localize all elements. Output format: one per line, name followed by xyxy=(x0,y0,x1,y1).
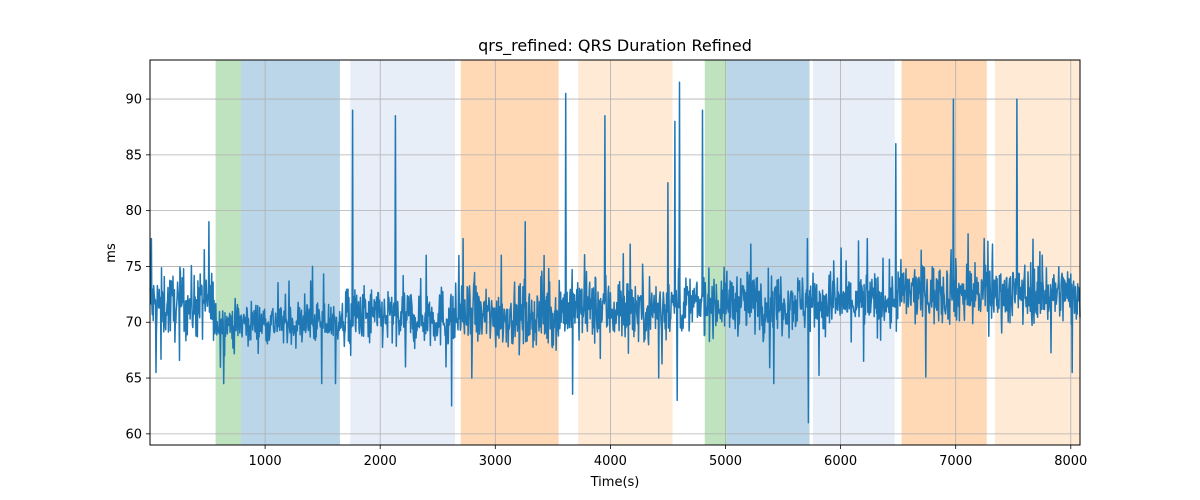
x-axis-label: Time(s) xyxy=(590,475,640,490)
y-tick-label: 70 xyxy=(125,316,142,331)
y-tick-label: 75 xyxy=(125,260,142,275)
shaded-region-green xyxy=(215,60,241,445)
shaded-region-blue xyxy=(726,60,810,445)
qrs-series-line xyxy=(149,81,1081,424)
shaded-region-lightorange xyxy=(994,60,1080,445)
chart-title: qrs_refined: QRS Duration Refined xyxy=(478,36,752,56)
y-tick-label: 85 xyxy=(125,148,142,163)
shaded-region-orange xyxy=(460,60,559,445)
x-tick-label: 3000 xyxy=(479,454,512,469)
y-tick-label: 80 xyxy=(125,204,142,219)
x-tick-label: 7000 xyxy=(939,454,972,469)
shaded-regions xyxy=(215,60,1080,445)
x-tick-label: 8000 xyxy=(1054,454,1087,469)
shaded-region-lightblue xyxy=(812,60,895,445)
y-axis-label: ms xyxy=(104,243,119,263)
shaded-region-orange xyxy=(901,60,987,445)
y-tick-label: 90 xyxy=(125,93,142,108)
x-tick-label: 6000 xyxy=(824,454,857,469)
plot-frame xyxy=(149,59,1081,446)
shaded-region-blue xyxy=(240,60,340,445)
series-line xyxy=(149,81,1081,424)
axis-ticks: 1000 2000 3000 4000 5000 6000 7000 8000 60 65 70 75… xyxy=(125,93,1087,469)
x-tick-label: 5000 xyxy=(709,454,742,469)
y-tick-label: 60 xyxy=(125,427,142,442)
y-tick-label: 65 xyxy=(125,372,142,387)
x-tick-label: 2000 xyxy=(364,454,397,469)
x-tick-label: 4000 xyxy=(594,454,627,469)
shaded-region-lightblue xyxy=(350,60,456,445)
shaded-region-lightorange xyxy=(578,60,673,445)
shaded-region-green xyxy=(704,60,727,445)
x-tick-label: 1000 xyxy=(249,454,282,469)
